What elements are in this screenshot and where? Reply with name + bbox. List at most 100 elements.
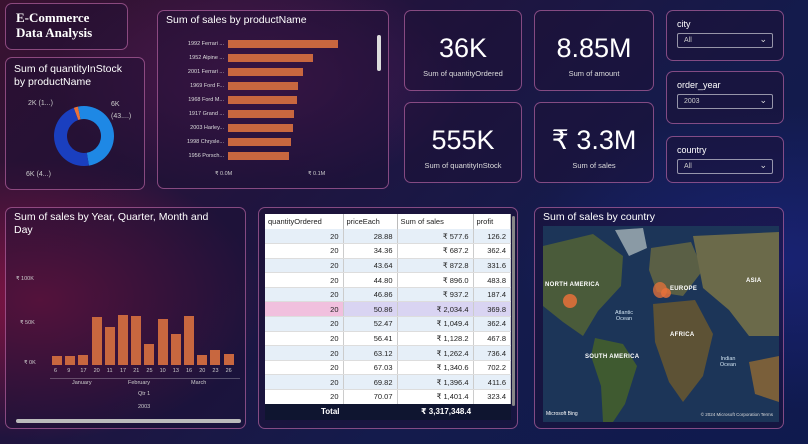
sales-bar[interactable] xyxy=(228,110,294,118)
table-row[interactable]: 20 63.12 ₹ 1,262.4 736.4 xyxy=(265,345,511,361)
table-cell: 20 xyxy=(265,301,344,318)
sales-table-card[interactable]: quantityOrdered priceEach Sum of sales p… xyxy=(258,207,518,429)
column-header[interactable]: priceEach xyxy=(343,214,398,229)
donut-slice[interactable] xyxy=(73,106,81,121)
title-card: E-Commerce Data Analysis xyxy=(5,3,128,50)
donut-chart[interactable] xyxy=(6,58,146,191)
time-bar[interactable] xyxy=(184,315,194,365)
product-sales-card[interactable]: Sum of sales by productName 1992 Ferrari… xyxy=(157,10,389,189)
table-row[interactable]: 20 56.41 ₹ 1,128.2 467.8 xyxy=(265,331,511,347)
label-africa: AFRICA xyxy=(670,332,695,338)
time-bar[interactable] xyxy=(104,327,115,365)
time-bar[interactable] xyxy=(197,355,208,365)
table-total-row: Total ₹ 3,317,348.4 xyxy=(265,404,511,420)
table-row[interactable]: 20 67.03 ₹ 1,340.6 702.2 xyxy=(265,360,511,376)
bar-row[interactable]: 1952 Alpine ... xyxy=(158,53,378,64)
table-row[interactable]: 20 50.86 ₹ 2,034.4 369.8 xyxy=(265,301,511,318)
donut-slice[interactable] xyxy=(54,107,89,166)
bar-row[interactable]: 1992 Ferrari ... xyxy=(158,39,378,50)
table-row[interactable]: 20 69.82 ₹ 1,396.4 411.6 xyxy=(265,374,511,391)
table-row[interactable]: 20 46.86 ₹ 937.2 187.4 xyxy=(265,287,511,303)
day-tick: 13 xyxy=(172,368,179,374)
column-header[interactable]: profit xyxy=(473,214,511,229)
time-bar[interactable] xyxy=(131,315,142,365)
bar-row[interactable]: 2001 Ferrari ... xyxy=(158,67,378,78)
table-cell: 331.6 xyxy=(473,258,511,274)
table-row[interactable]: 20 43.64 ₹ 872.8 331.6 xyxy=(265,258,511,274)
table-viewport[interactable]: quantityOrdered priceEach Sum of sales p… xyxy=(265,214,511,414)
time-bar[interactable] xyxy=(170,334,181,365)
sales-bar[interactable] xyxy=(228,54,313,62)
table-row[interactable]: 20 28.88 ₹ 577.6 126.2 xyxy=(265,229,511,245)
year-label: 2003 xyxy=(138,404,151,410)
bar-row[interactable]: 1917 Grand ... xyxy=(158,109,378,120)
bar-row[interactable]: 2003 Harley... xyxy=(158,123,378,134)
country-dropdown[interactable]: All ⌄ xyxy=(677,159,773,174)
bar-row[interactable]: 1956 Porsch... xyxy=(158,151,378,162)
donut-slice[interactable] xyxy=(77,106,114,166)
bubble-usa[interactable] xyxy=(563,294,577,308)
donut-chart-card[interactable]: Sum of quantityInStock by productName 2K… xyxy=(5,57,145,190)
time-bar[interactable] xyxy=(144,344,155,365)
table-row[interactable]: 20 70.07 ₹ 1,401.4 323.4 xyxy=(265,389,511,405)
slicer-country[interactable]: country All ⌄ xyxy=(666,136,784,183)
month-label: March xyxy=(191,380,207,386)
sales-bar[interactable] xyxy=(228,82,298,90)
horizontal-scrollbar[interactable] xyxy=(16,419,241,423)
city-dropdown[interactable]: All ⌄ xyxy=(677,33,773,48)
sales-bar[interactable] xyxy=(228,96,297,104)
vertical-scrollbar[interactable] xyxy=(377,35,381,71)
slicer-order-year[interactable]: order_year 2003 ⌄ xyxy=(666,71,784,124)
y-tick-50k: ₹ 50K xyxy=(20,320,35,326)
donut-label-6k-4: 6K (4...) xyxy=(26,171,51,178)
table-cell: 20 xyxy=(265,258,344,274)
bar-row[interactable]: 1969 Ford F... xyxy=(158,81,378,92)
time-bar[interactable] xyxy=(223,354,234,365)
order-year-dropdown[interactable]: 2003 ⌄ xyxy=(677,94,773,109)
table-cell: 323.4 xyxy=(473,389,511,405)
time-bar[interactable] xyxy=(91,317,102,365)
bar-row[interactable]: 1968 Ford M... xyxy=(158,95,378,106)
time-bar[interactable] xyxy=(52,356,62,365)
table-cell: 369.8 xyxy=(473,301,511,318)
total-value: ₹ 3,317,348.4 xyxy=(421,407,472,416)
time-bar[interactable] xyxy=(157,319,168,365)
kpi-value: 36K xyxy=(438,33,488,63)
column-header[interactable]: quantityOrdered xyxy=(265,214,344,229)
column-header[interactable]: Sum of sales xyxy=(397,214,474,229)
time-sales-chart[interactable] xyxy=(50,266,240,365)
bing-logo: Microsoft Bing xyxy=(546,411,578,417)
map-copyright: © 2024 Microsoft Corporation Terms xyxy=(700,412,773,417)
product-sales-chart[interactable]: 1992 Ferrari ... 1952 Alpine ... 2001 Ferr… xyxy=(158,39,378,162)
table-row[interactable]: 20 34.36 ₹ 687.2 362.4 xyxy=(265,243,511,259)
time-bar[interactable] xyxy=(118,314,128,365)
label-indian-ocean: Indian Ocean xyxy=(719,356,737,368)
table-vertical-scrollbar[interactable] xyxy=(512,216,515,406)
time-bar[interactable] xyxy=(65,356,76,365)
table-cell: 56.41 xyxy=(343,331,398,347)
time-bar[interactable] xyxy=(78,355,89,365)
world-map[interactable]: NORTH AMERICA EUROPE ASIA AFRICA SOUTH A… xyxy=(543,226,779,422)
time-bar[interactable] xyxy=(210,350,221,365)
table-row[interactable]: 20 52.47 ₹ 1,049.4 362.4 xyxy=(265,316,511,332)
sales-bar[interactable] xyxy=(228,138,292,146)
table-cell: 20 xyxy=(265,389,344,405)
bubble-spain[interactable] xyxy=(661,288,671,298)
table-cell: 20 xyxy=(265,345,344,361)
table-row[interactable]: 20 44.80 ₹ 896.0 483.8 xyxy=(265,272,511,288)
country-map-card[interactable]: Sum of sales by country NORTH AMERICA EU… xyxy=(534,207,784,429)
bar-row[interactable]: 1998 Chrysle... xyxy=(158,137,378,148)
sales-bar[interactable] xyxy=(228,40,339,48)
kpi-label: Sum of quantityOrdered xyxy=(423,69,503,78)
slicer-city[interactable]: city All ⌄ xyxy=(666,10,784,61)
sales-bar[interactable] xyxy=(228,152,289,160)
day-tick: 9 xyxy=(67,368,71,374)
day-axis: 6 9 17 20 11 17 21 25 10 13 16 20 23 26 xyxy=(50,368,240,376)
chevron-down-icon: ⌄ xyxy=(759,34,767,44)
dropdown-value: All xyxy=(684,163,692,170)
time-sales-card[interactable]: Sum of sales by Year, Quarter, Month and… xyxy=(5,207,246,429)
kpi-card-amount: 8.85M Sum of amount xyxy=(534,10,654,91)
sales-bar[interactable] xyxy=(228,124,294,132)
sales-bar[interactable] xyxy=(228,68,303,76)
day-tick: 21 xyxy=(133,368,140,374)
